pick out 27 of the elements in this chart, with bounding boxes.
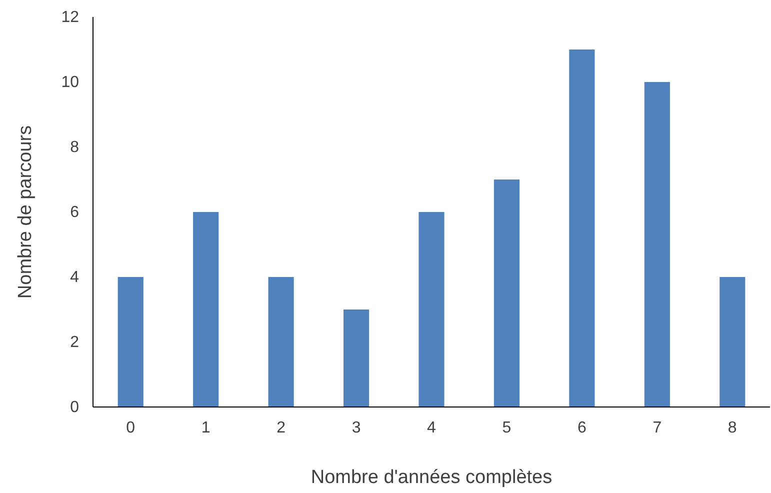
y-tick-label: 8 <box>70 139 80 156</box>
x-axis-title: Nombre d'années complètes <box>310 467 552 488</box>
bar <box>494 180 520 407</box>
y-tick-label: 2 <box>70 334 80 352</box>
bar <box>569 50 595 407</box>
x-tick-label: 8 <box>728 419 737 436</box>
y-tick-label: 0 <box>70 399 80 416</box>
x-tick-label: 5 <box>502 419 512 436</box>
y-tick-label: 4 <box>70 269 80 286</box>
bar <box>418 212 444 407</box>
x-tick-label: 1 <box>201 419 210 436</box>
x-tick-label: 7 <box>652 419 662 436</box>
bar <box>644 82 670 407</box>
bar <box>118 277 144 407</box>
x-tick-label: 0 <box>126 419 136 436</box>
y-axis-title: Nombre de parcours <box>15 125 36 299</box>
bar <box>268 277 294 407</box>
x-tick-label: 2 <box>276 419 286 436</box>
x-tick-label: 4 <box>427 419 436 436</box>
bar <box>193 212 219 407</box>
y-tick-label: 12 <box>61 9 80 26</box>
bar <box>343 310 370 407</box>
y-tick-label: 6 <box>70 204 80 222</box>
bar <box>720 277 746 407</box>
x-tick-label: 3 <box>352 419 361 436</box>
x-tick-label: 6 <box>577 419 586 436</box>
y-tick-label: 10 <box>61 74 80 92</box>
